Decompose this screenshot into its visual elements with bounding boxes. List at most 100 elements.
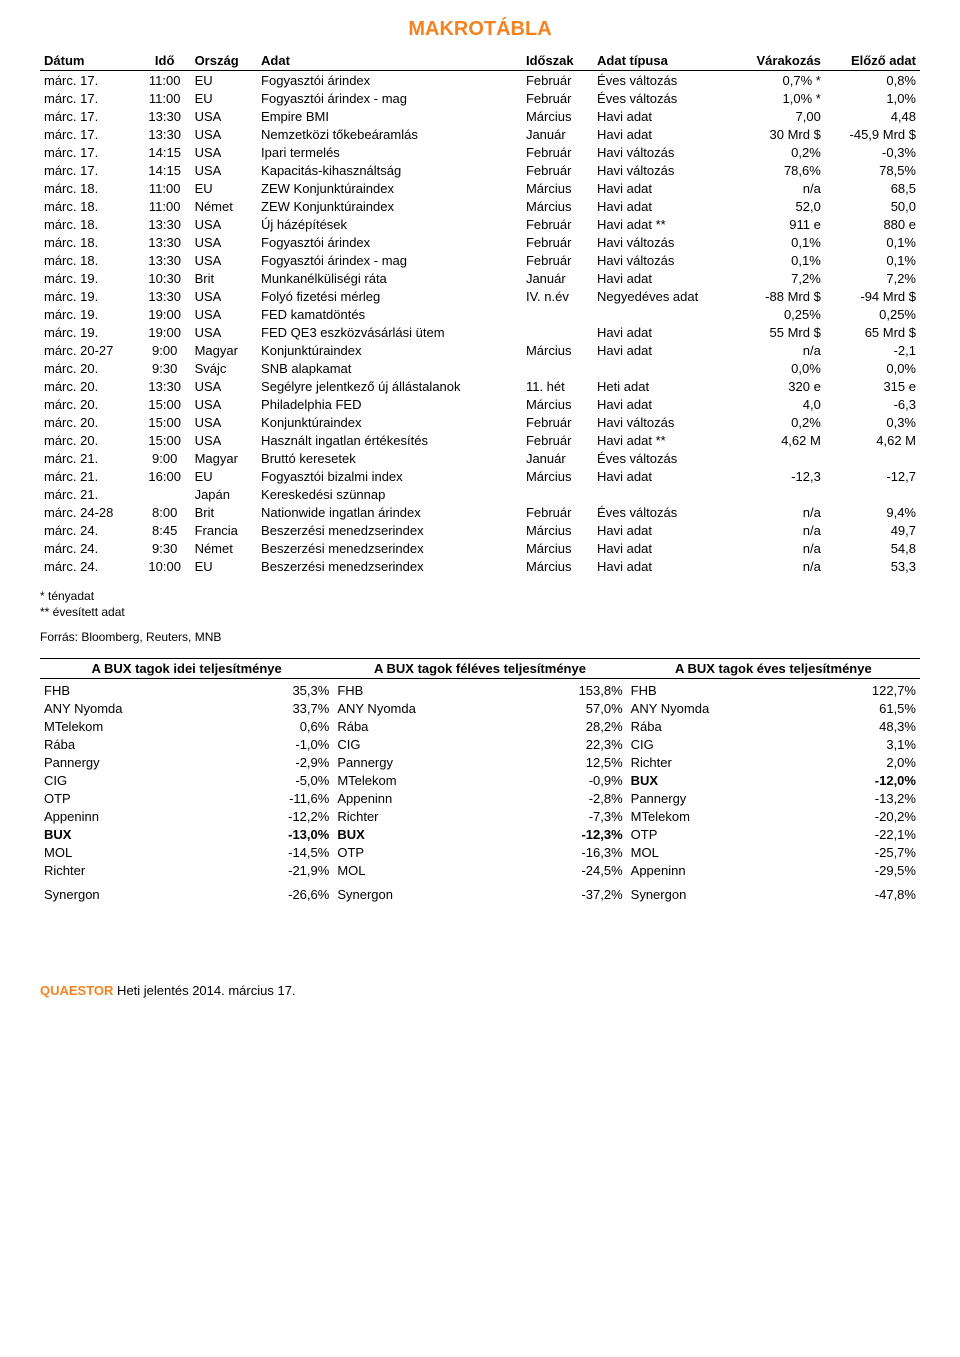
table-cell: 0,8% — [825, 71, 920, 90]
table-cell: 19:00 — [139, 323, 191, 341]
table-cell: EU — [191, 71, 257, 90]
table-cell: márc. 21. — [40, 449, 139, 467]
table-row: márc. 17.11:00EUFogyasztói árindex - mag… — [40, 89, 920, 107]
perf-row: ANY Nyomda57,0% — [333, 699, 626, 717]
perf-value: 57,0% — [553, 701, 623, 716]
table-cell: USA — [191, 431, 257, 449]
table-cell: Beszerzési menedzserindex — [257, 539, 522, 557]
table-cell: 11:00 — [139, 179, 191, 197]
table-cell: márc. 20-27 — [40, 341, 139, 359]
perf-value: -12,2% — [259, 809, 329, 824]
footnotes: * tényadat ** évesített adat — [40, 589, 920, 620]
footnote-2: ** évesített adat — [40, 605, 920, 621]
perf-value: 12,5% — [553, 755, 623, 770]
perf-value: -7,3% — [553, 809, 623, 824]
table-row: márc. 18.13:30USAFogyasztói árindexFebru… — [40, 233, 920, 251]
table-cell: Nationwide ingatlan árindex — [257, 503, 522, 521]
table-row: márc. 20.15:00USAPhiladelphia FEDMárcius… — [40, 395, 920, 413]
table-row: márc. 20.15:00USAKonjunktúraindexFebruár… — [40, 413, 920, 431]
table-cell: Március — [522, 539, 593, 557]
perf-row: MOL-14,5% — [40, 843, 333, 861]
table-cell: márc. 17. — [40, 107, 139, 125]
table-cell: Folyó fizetési mérleg — [257, 287, 522, 305]
table-cell — [593, 485, 732, 503]
table-cell: márc. 18. — [40, 215, 139, 233]
table-cell: márc. 24. — [40, 539, 139, 557]
perf-row: Synergon-26,6% — [40, 885, 333, 903]
perf-value: -26,6% — [259, 887, 329, 902]
perf-row: FHB35,3% — [40, 681, 333, 699]
table-cell: Brit — [191, 503, 257, 521]
perf-row: ANY Nyomda33,7% — [40, 699, 333, 717]
table-cell: Február — [522, 233, 593, 251]
table-cell — [139, 485, 191, 503]
table-cell: 0,0% — [732, 359, 824, 377]
perf-value: -2,9% — [259, 755, 329, 770]
table-cell: 315 e — [825, 377, 920, 395]
table-cell: n/a — [732, 341, 824, 359]
footnote-1: * tényadat — [40, 589, 920, 605]
perf-value: 3,1% — [846, 737, 916, 752]
table-cell: USA — [191, 233, 257, 251]
table-cell: ZEW Konjunktúraindex — [257, 179, 522, 197]
performance-tables: A BUX tagok idei teljesítménye A BUX tag… — [40, 658, 920, 903]
table-cell: 320 e — [732, 377, 824, 395]
perf-name: Synergon — [337, 887, 552, 902]
perf-value: -29,5% — [846, 863, 916, 878]
table-cell: Február — [522, 89, 593, 107]
table-cell: 14:15 — [139, 161, 191, 179]
table-cell: Havi adat — [593, 467, 732, 485]
perf-value: 28,2% — [553, 719, 623, 734]
table-row: márc. 24.8:45FranciaBeszerzési menedzser… — [40, 521, 920, 539]
table-cell: 0,25% — [825, 305, 920, 323]
perf-name: OTP — [337, 845, 552, 860]
table-cell: n/a — [732, 557, 824, 575]
table-cell: 9:30 — [139, 539, 191, 557]
table-row: márc. 18.13:30USAFogyasztói árindex - ma… — [40, 251, 920, 269]
perf-row: MOL-25,7% — [627, 843, 920, 861]
table-cell: Francia — [191, 521, 257, 539]
perf-name: Synergon — [44, 887, 259, 902]
table-cell: márc. 19. — [40, 287, 139, 305]
perf-row: Appeninn-2,8% — [333, 789, 626, 807]
table-cell: márc. 18. — [40, 179, 139, 197]
table-cell: Éves változás — [593, 503, 732, 521]
table-cell: Havi adat — [593, 341, 732, 359]
perf-value: -12,3% — [553, 827, 623, 842]
table-cell: Kereskedési szünnap — [257, 485, 522, 503]
table-cell: Fogyasztói árindex - mag — [257, 89, 522, 107]
table-cell: Ipari termelés — [257, 143, 522, 161]
table-row: márc. 24.10:00EUBeszerzési menedzserinde… — [40, 557, 920, 575]
table-cell: Nemzetközi tőkebeáramlás — [257, 125, 522, 143]
table-cell: Február — [522, 431, 593, 449]
table-cell: Havi adat — [593, 539, 732, 557]
table-cell: márc. 17. — [40, 89, 139, 107]
perf-name: FHB — [44, 683, 259, 698]
table-cell: 78,6% — [732, 161, 824, 179]
table-cell — [732, 449, 824, 467]
perf-name: MTelekom — [337, 773, 552, 788]
perf-row: Pannergy12,5% — [333, 753, 626, 771]
table-cell: 7,2% — [732, 269, 824, 287]
perf-name: MTelekom — [631, 809, 846, 824]
perf-row: Richter-7,3% — [333, 807, 626, 825]
table-cell: Német — [191, 539, 257, 557]
footer-text: Heti jelentés 2014. március 17. — [113, 983, 295, 998]
table-cell: 13:30 — [139, 215, 191, 233]
table-cell: n/a — [732, 539, 824, 557]
table-cell — [825, 485, 920, 503]
page-footer: QUAESTOR Heti jelentés 2014. március 17. — [40, 983, 920, 998]
table-cell: Február — [522, 503, 593, 521]
perf-name: OTP — [631, 827, 846, 842]
table-cell: márc. 24-28 — [40, 503, 139, 521]
perf-value: 22,3% — [553, 737, 623, 752]
table-cell: 9,4% — [825, 503, 920, 521]
table-cell: -2,1 — [825, 341, 920, 359]
col-header: Dátum — [40, 51, 139, 71]
perf-row: Richter2,0% — [627, 753, 920, 771]
table-cell: Német — [191, 197, 257, 215]
table-row: márc. 24.9:30NémetBeszerzési menedzserin… — [40, 539, 920, 557]
table-row: márc. 17.11:00EUFogyasztói árindexFebruá… — [40, 71, 920, 90]
perf-name: Pannergy — [44, 755, 259, 770]
table-cell: Havi változás — [593, 233, 732, 251]
